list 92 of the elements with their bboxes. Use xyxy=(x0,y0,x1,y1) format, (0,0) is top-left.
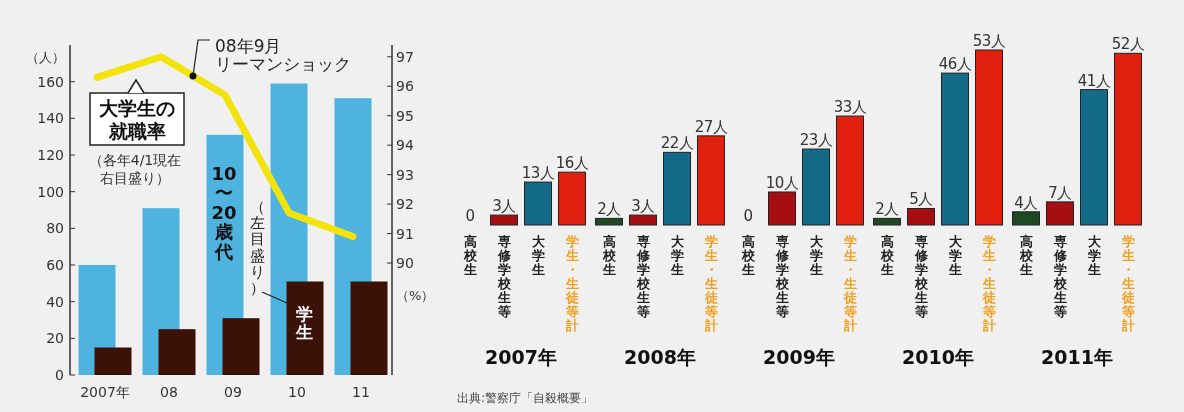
x-tick-label: 大学生 xyxy=(530,234,546,278)
source-note: 出典:警察庁「自殺概要」 xyxy=(457,391,594,405)
bar xyxy=(941,72,969,226)
data-label: 3人 xyxy=(631,197,656,216)
x-tick-label: 学生・生徒等計 xyxy=(564,234,579,334)
data-label: 10人 xyxy=(765,173,799,192)
x-tick-label: 10 xyxy=(288,384,306,400)
x-tick-label: 大学生 xyxy=(1086,234,1102,278)
y-tick-label: 20 xyxy=(46,330,64,347)
data-label: 5人 xyxy=(909,190,934,209)
data-label: 0 xyxy=(465,207,475,225)
y-tick-label: 0 xyxy=(55,367,64,383)
x-axis-title: 2010年 xyxy=(902,346,974,368)
y2-axis-title: （%） xyxy=(396,288,435,303)
x-axis-title: 2009年 xyxy=(763,346,835,368)
data-label: 2人 xyxy=(875,200,900,219)
y2-tick-label: 94 xyxy=(396,137,414,154)
y2-tick-label: 92 xyxy=(396,196,414,213)
x-tick-label: 高校生 xyxy=(601,234,617,278)
data-label: 2人 xyxy=(597,200,622,219)
bar xyxy=(595,217,623,226)
y2-tick-label: 90 xyxy=(396,255,414,272)
data-label: 4人 xyxy=(1014,193,1039,212)
bar xyxy=(1046,201,1074,226)
x-tick-label: 高校生 xyxy=(879,234,895,278)
series-label: 学生 xyxy=(294,304,313,343)
x-tick-label: 学生・生徒等計 xyxy=(842,234,857,334)
x-tick-label: 大学生 xyxy=(808,234,824,278)
y2-tick-label: 97 xyxy=(396,48,414,65)
data-label: 16人 xyxy=(555,154,589,173)
x-tick-label: 学生・生徒等計 xyxy=(703,234,718,334)
y2-tick-label: 95 xyxy=(396,107,414,124)
data-label: 27人 xyxy=(694,117,728,136)
data-label: 22人 xyxy=(660,134,694,153)
x-tick-label: 学生・生徒等計 xyxy=(981,234,996,334)
y2-tick-label: 96 xyxy=(396,78,414,95)
data-label: 23人 xyxy=(799,131,833,150)
x-tick-label: 高校生 xyxy=(1018,234,1034,278)
x-tick-label: 専修学校生等 xyxy=(496,234,512,320)
y-axis-title: （人） xyxy=(25,50,65,65)
y-tick-label: 40 xyxy=(46,293,64,310)
data-label: 52人 xyxy=(1111,35,1145,54)
annotation: （各年4/1現在右目盛り） xyxy=(88,152,182,186)
x-tick-label: 09 xyxy=(224,384,242,400)
bar xyxy=(907,207,935,226)
x-tick-label: 大学生 xyxy=(669,234,685,278)
x-tick-label: 学生・生徒等計 xyxy=(1120,234,1135,334)
x-tick-label: 高校生 xyxy=(462,234,478,278)
data-label: 7人 xyxy=(1048,183,1073,202)
series-label: 10〜20歳代 xyxy=(211,163,237,262)
data-label: 13人 xyxy=(521,164,555,183)
x-axis-title: 2008年 xyxy=(624,346,696,368)
y-tick-label: 80 xyxy=(46,220,64,237)
x-tick-label: 専修学校生等 xyxy=(635,234,651,320)
x-tick-label: 大学生 xyxy=(947,234,963,278)
data-label: 3人 xyxy=(492,197,517,216)
annotation: （左目盛り） xyxy=(249,198,265,297)
x-tick-label: 2007年 xyxy=(80,384,130,400)
data-label: 33人 xyxy=(833,98,867,117)
y2-tick-label: 91 xyxy=(396,225,414,242)
x-tick-label: 08 xyxy=(160,384,178,400)
bar xyxy=(873,217,901,226)
bar xyxy=(1012,211,1040,226)
y-tick-label: 120 xyxy=(37,147,64,163)
bar xyxy=(158,329,196,375)
x-tick-label: 専修学校生等 xyxy=(913,234,929,320)
x-tick-label: 11 xyxy=(352,384,370,400)
x-tick-label: 専修学校生等 xyxy=(774,234,790,320)
y-tick-label: 60 xyxy=(46,257,64,273)
y-tick-label: 160 xyxy=(37,73,64,90)
x-axis-title: 2011年 xyxy=(1041,346,1113,368)
data-label: 41人 xyxy=(1077,71,1111,90)
data-label: 46人 xyxy=(938,55,972,74)
bar xyxy=(1080,89,1108,226)
x-tick-label: 専修学校生等 xyxy=(1052,234,1068,320)
bar xyxy=(222,318,260,375)
annotation: 08年9月リーマンショック xyxy=(215,36,351,74)
bar xyxy=(697,135,725,226)
bar xyxy=(975,49,1003,226)
series-label: 大学生の就職率 xyxy=(99,97,175,142)
bar xyxy=(629,214,657,226)
bar xyxy=(350,281,388,375)
data-label: 0 xyxy=(743,207,753,225)
x-axis-title: 2007年 xyxy=(485,346,557,368)
y2-tick-label: 93 xyxy=(396,166,414,183)
bar xyxy=(1114,52,1142,226)
y-tick-label: 140 xyxy=(37,110,64,127)
x-tick-label: 高校生 xyxy=(740,234,756,278)
bar xyxy=(94,347,132,375)
data-label: 53人 xyxy=(972,32,1006,50)
bar xyxy=(663,151,691,226)
y-tick-label: 100 xyxy=(37,183,64,200)
